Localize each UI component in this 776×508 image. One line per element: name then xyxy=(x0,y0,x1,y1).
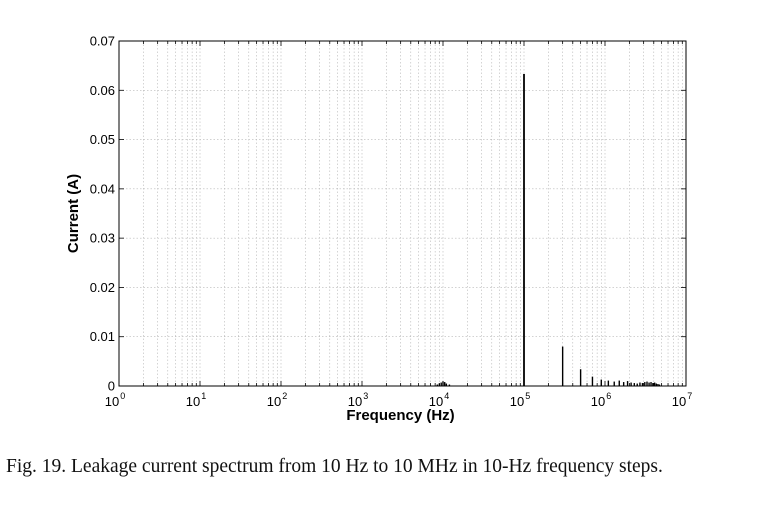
y-tick-labels: 0 0.01 0.02 0.03 0.04 0.05 0.06 0.07 xyxy=(90,34,115,394)
x-axis-title: Frequency (Hz) xyxy=(346,407,454,424)
y-tick-label: 0.07 xyxy=(90,34,115,49)
x-tick-label: 103 xyxy=(348,391,368,409)
y-tick-label: 0.04 xyxy=(90,181,115,196)
x-tick-label: 106 xyxy=(591,391,611,409)
x-tick-label: 105 xyxy=(510,391,530,409)
y-tick-label: 0 xyxy=(108,379,115,394)
figure: 100 101 102 103 104 105 106 107 0 0.01 0.02 0.03 0.… xyxy=(65,34,692,425)
x-tick-label: 107 xyxy=(672,391,692,409)
grid xyxy=(119,41,686,386)
plot-frame xyxy=(118,40,687,387)
x-tick-label: 100 xyxy=(105,391,125,409)
y-tick-label: 0.01 xyxy=(90,329,115,344)
y-tick-label: 0.05 xyxy=(90,132,115,147)
x-tick-labels: 100 101 102 103 104 105 106 107 xyxy=(105,391,692,409)
y-tick-label: 0.03 xyxy=(90,231,115,246)
y-axis-title: Current (A) xyxy=(65,174,82,253)
figure-caption: Fig. 19. Leakage current spectrum from 1… xyxy=(6,456,663,477)
x-tick-label: 102 xyxy=(267,391,287,409)
y-tick-label: 0.02 xyxy=(90,280,115,295)
y-tick-label: 0.06 xyxy=(90,83,115,98)
x-tick-label: 101 xyxy=(186,391,206,409)
leakage-current-chart: 100 101 102 103 104 105 106 107 0 0.01 0.02 0.03 0.… xyxy=(65,34,692,425)
spectrum-bars xyxy=(436,74,661,386)
axis-ticks xyxy=(118,40,686,387)
x-tick-label: 104 xyxy=(429,391,449,409)
